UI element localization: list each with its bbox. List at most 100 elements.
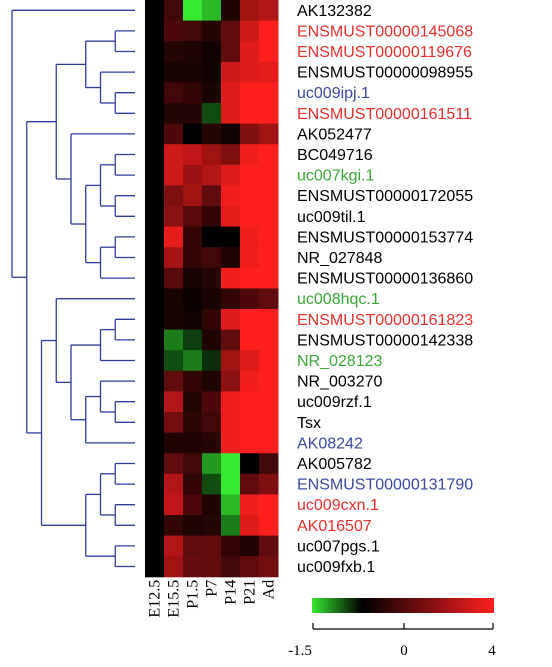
- heatmap-cell: [202, 144, 222, 166]
- heatmap-cell: [164, 247, 184, 269]
- heatmap-cell: [221, 247, 241, 269]
- heatmap-cell: [221, 309, 241, 331]
- heatmap-cell: [202, 473, 222, 495]
- row-label: uc009fxb.1: [297, 559, 375, 576]
- heatmap-cell: [221, 473, 241, 495]
- heatmap-cell: [183, 226, 203, 248]
- row-label: AK016507: [297, 518, 372, 535]
- row-label: AK132382: [297, 3, 372, 20]
- heatmap-cell: [240, 391, 260, 413]
- heatmap-cell: [259, 164, 279, 186]
- heatmap-cell: [240, 370, 260, 392]
- heatmap-cell: [240, 41, 260, 63]
- heatmap-cell: [259, 350, 279, 372]
- heatmap-cell: [221, 453, 241, 475]
- heatmap-cell: [145, 412, 165, 434]
- heatmap-cell: [183, 206, 203, 228]
- heatmap-cell: [221, 144, 241, 166]
- heatmap-cell: [145, 61, 165, 83]
- heatmap-cell: [240, 432, 260, 454]
- heatmap-cell: [202, 288, 222, 310]
- heatmap-cell: [183, 247, 203, 269]
- heatmap-cell: [164, 494, 184, 516]
- heatmap-cell: [164, 391, 184, 413]
- heatmap-cell: [259, 0, 279, 22]
- column-label: P1.5: [185, 580, 202, 609]
- color-scale-label-max: 4: [488, 643, 496, 659]
- heatmap-cell: [240, 494, 260, 516]
- heatmap-cell: [259, 206, 279, 228]
- heatmap-cell: [202, 453, 222, 475]
- row-label: AK005782: [297, 456, 372, 473]
- heatmap-cell: [164, 41, 184, 63]
- heatmap-cell: [259, 535, 279, 557]
- heatmap-cell: [164, 535, 184, 557]
- color-scale-label-mid: 0: [400, 643, 408, 659]
- heatmap-cell: [259, 288, 279, 310]
- heatmap-cell: [164, 206, 184, 228]
- heatmap-cell: [202, 226, 222, 248]
- heatmap-cell: [183, 82, 203, 104]
- heatmap-cell: [183, 453, 203, 475]
- heatmap-cell: [221, 556, 241, 578]
- column-label: Ad: [261, 580, 278, 600]
- heatmap-cell: [183, 123, 203, 145]
- heatmap-cell: [202, 41, 222, 63]
- heatmap-cell: [240, 267, 260, 289]
- row-label: ENSMUST00000161511: [297, 106, 472, 123]
- heatmap-cell: [145, 41, 165, 63]
- heatmap-cell: [183, 350, 203, 372]
- column-label: P7: [204, 580, 221, 597]
- heatmap-cell: [240, 123, 260, 145]
- heatmap-cell: [164, 185, 184, 207]
- column-label: P14: [223, 580, 240, 605]
- heatmap-cell: [240, 61, 260, 83]
- heatmap-cell: [145, 556, 165, 578]
- heatmap-cell: [240, 329, 260, 351]
- row-label: ENSMUST00000119676: [297, 44, 472, 61]
- color-scale-label-min: -1.5: [288, 643, 312, 659]
- heatmap-cell: [259, 515, 279, 537]
- heatmap-cell: [221, 206, 241, 228]
- row-label: NR_003270: [297, 374, 383, 391]
- heatmap-cell: [240, 535, 260, 557]
- heatmap-cell: [183, 267, 203, 289]
- heatmap-cell: [164, 432, 184, 454]
- heatmap-cell: [259, 185, 279, 207]
- heatmap-cell: [183, 535, 203, 557]
- heatmap-cell: [145, 350, 165, 372]
- heatmap-cell: [240, 185, 260, 207]
- heatmap-cell: [164, 20, 184, 42]
- heatmap-cell: [259, 123, 279, 145]
- heatmap-cell: [259, 41, 279, 63]
- heatmap-cell: [202, 432, 222, 454]
- heatmap-cell: [202, 164, 222, 186]
- heatmap-cell: [221, 535, 241, 557]
- heatmap-grid: [145, 0, 279, 578]
- heatmap-cell: [202, 515, 222, 537]
- row-label: uc009rzf.1: [297, 394, 372, 411]
- heatmap-cell: [164, 412, 184, 434]
- heatmap-cell: [221, 41, 241, 63]
- heatmap-cell: [164, 350, 184, 372]
- heatmap-cell: [183, 288, 203, 310]
- heatmap-cell: [259, 391, 279, 413]
- heatmap-cell: [240, 350, 260, 372]
- heatmap-cell: [183, 556, 203, 578]
- heatmap-cell: [221, 412, 241, 434]
- heatmap-cell: [259, 370, 279, 392]
- heatmap-cell: [183, 103, 203, 125]
- heatmap-cell: [259, 329, 279, 351]
- heatmap-cell: [164, 123, 184, 145]
- heatmap-cell: [145, 123, 165, 145]
- heatmap-cell: [202, 0, 222, 22]
- heatmap-cell: [183, 329, 203, 351]
- heatmap-cell: [164, 103, 184, 125]
- heatmap-cell: [145, 453, 165, 475]
- heatmap-cell: [259, 20, 279, 42]
- heatmap-cell: [145, 535, 165, 557]
- heatmap-cell: [183, 185, 203, 207]
- heatmap-cell: [259, 556, 279, 578]
- heatmap-cell: [202, 61, 222, 83]
